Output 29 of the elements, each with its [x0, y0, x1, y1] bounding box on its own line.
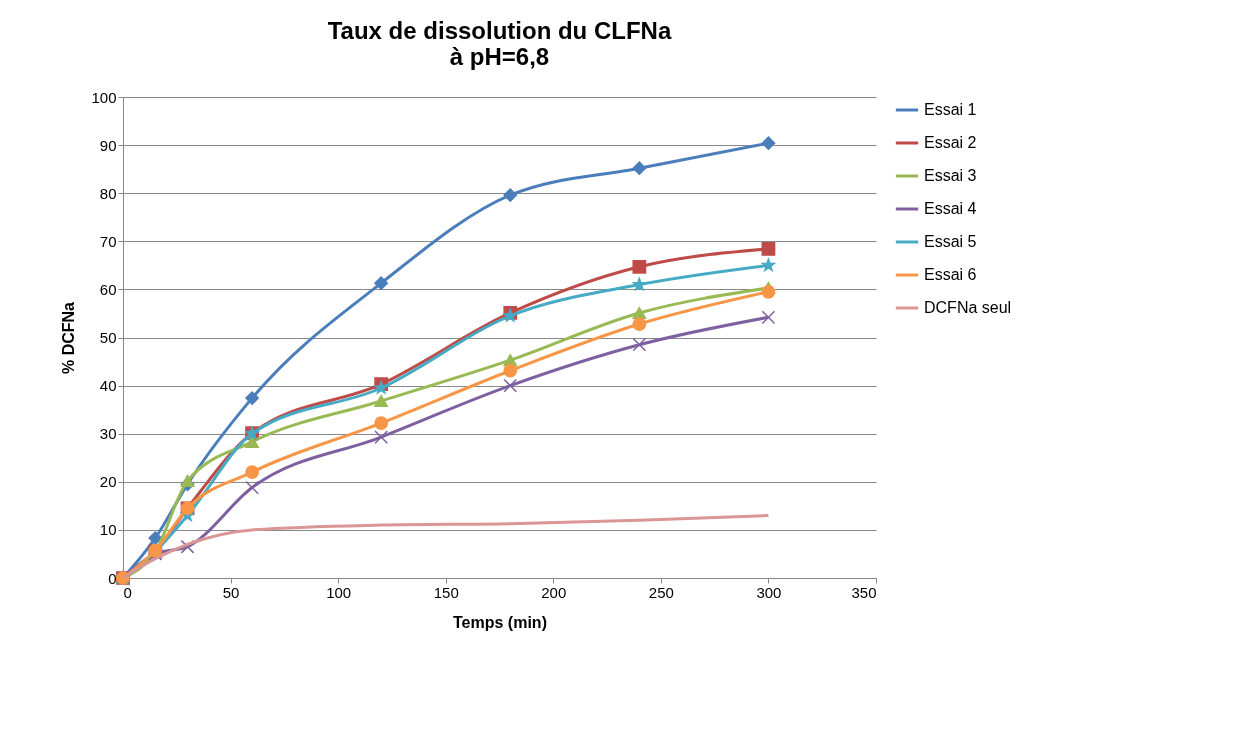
- y-tick-label: 10: [99, 521, 117, 539]
- x-tick-label: 200: [541, 583, 567, 601]
- x-tick-label: 150: [433, 583, 459, 601]
- legend-label: Essai 3: [924, 167, 977, 184]
- legend-label: DCFNa seul: [924, 299, 1012, 316]
- y-tick-label: 40: [99, 377, 117, 395]
- y-tick-label: 70: [99, 232, 117, 250]
- legend-label: Essai 1: [924, 101, 977, 118]
- x-tick-label: 300: [756, 583, 782, 601]
- y-tick-label: 100: [91, 88, 117, 106]
- y-tick-label: 80: [99, 184, 117, 202]
- chart-title: Taux de dissolution du CLFNa à pH=6,8: [327, 17, 672, 70]
- y-axis-title: % DCFNa: [60, 301, 78, 375]
- x-axis-title: Temps (min): [453, 613, 547, 631]
- legend-label: Essai 6: [924, 266, 977, 283]
- x-tick-label: 350: [851, 583, 877, 601]
- x-tick-label: 50: [222, 583, 240, 601]
- y-tick-label: 0: [108, 569, 117, 587]
- x-tick-label: 100: [326, 583, 352, 601]
- y-tick-label: 50: [99, 329, 117, 346]
- y-tick-label: 30: [99, 425, 117, 443]
- y-tick-label: 20: [99, 473, 117, 491]
- legend-label: Essai 5: [924, 233, 977, 250]
- legend-label: Essai 2: [924, 134, 977, 151]
- x-tick-label: 0: [123, 583, 132, 601]
- x-tick-label: 250: [648, 583, 674, 601]
- y-tick-label: 60: [99, 280, 117, 298]
- legend-label: Essai 4: [924, 200, 977, 217]
- y-tick-label: 90: [99, 136, 117, 154]
